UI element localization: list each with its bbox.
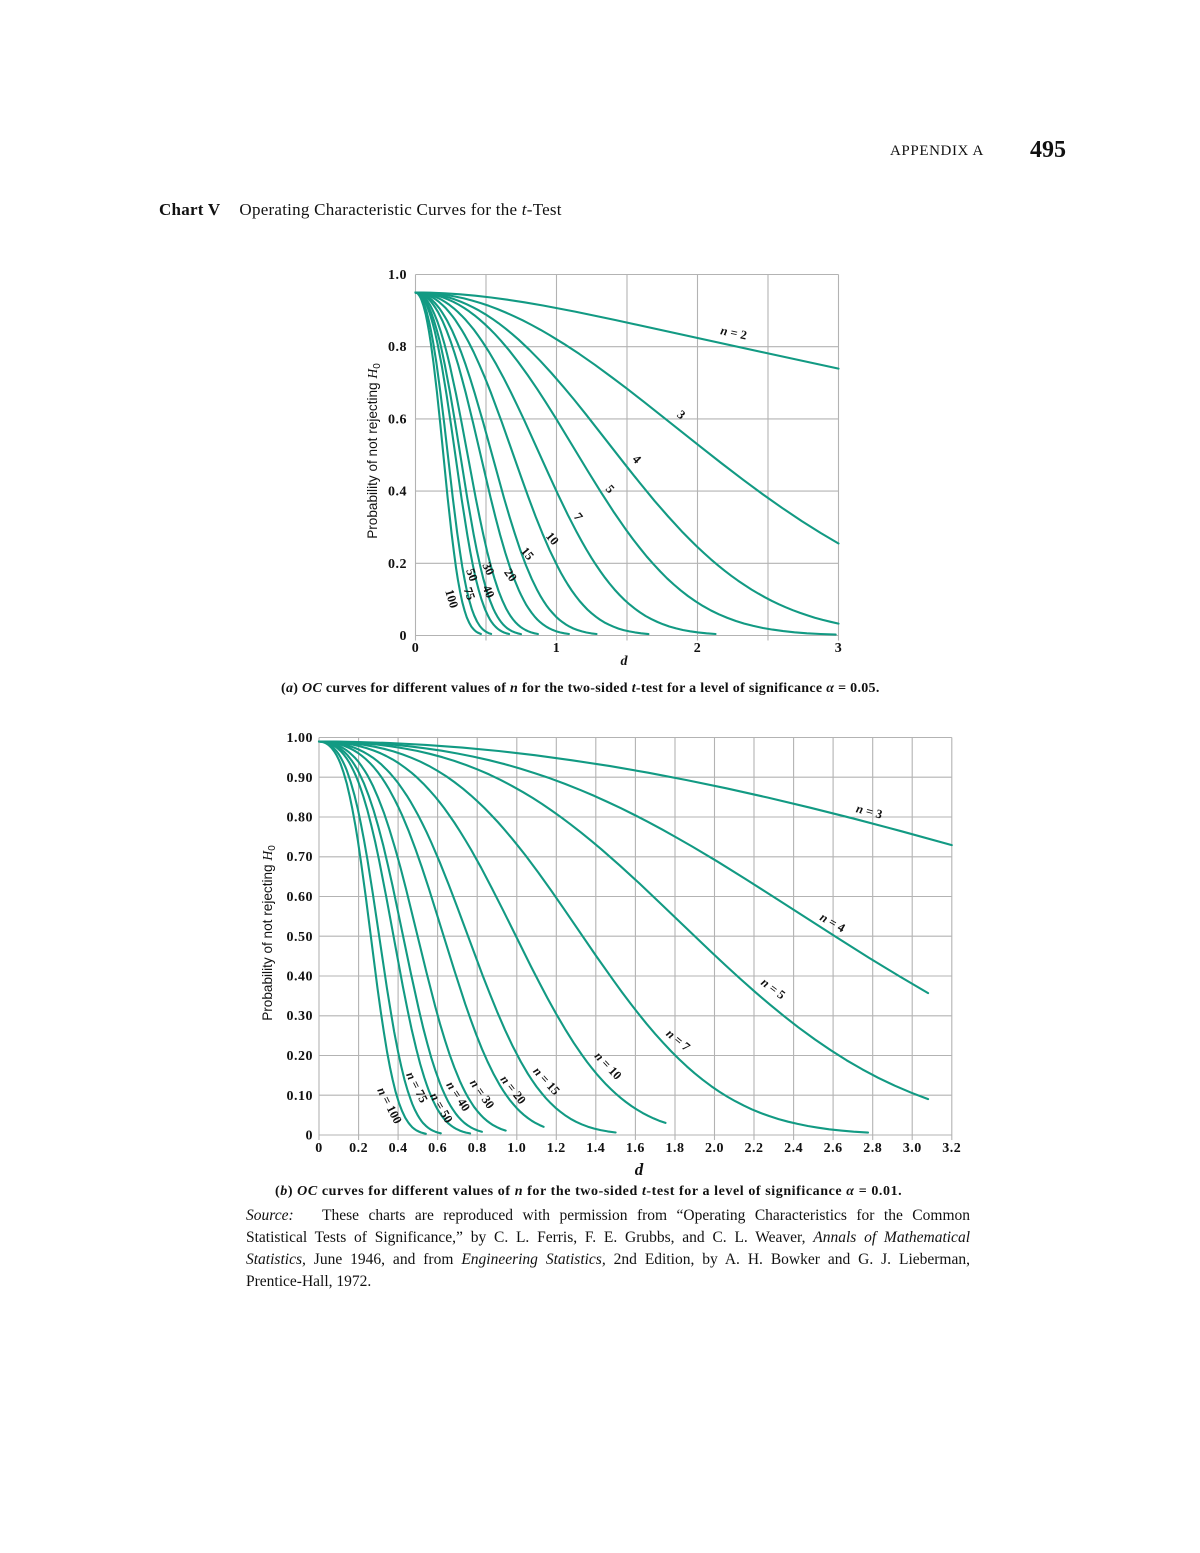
svg-text:100: 100	[442, 588, 461, 610]
svg-text:0: 0	[412, 641, 420, 656]
svg-text:2: 2	[694, 641, 702, 656]
svg-text:3: 3	[835, 641, 843, 656]
svg-text:3.2: 3.2	[942, 1141, 961, 1156]
svg-text:n = 15: n = 15	[530, 1064, 562, 1098]
svg-text:2.6: 2.6	[824, 1141, 843, 1156]
svg-text:1.2: 1.2	[547, 1141, 566, 1156]
svg-text:1.8: 1.8	[666, 1141, 685, 1156]
svg-text:1.0: 1.0	[507, 1141, 526, 1156]
svg-text:0.30: 0.30	[287, 1009, 314, 1024]
svg-text:75: 75	[461, 585, 478, 602]
svg-text:0.20: 0.20	[287, 1049, 314, 1064]
svg-text:0.10: 0.10	[287, 1089, 314, 1104]
svg-text:1: 1	[553, 641, 561, 656]
svg-text:0.2: 0.2	[349, 1141, 368, 1156]
svg-text:20: 20	[501, 566, 520, 584]
svg-text:30: 30	[479, 560, 497, 577]
svg-text:0.2: 0.2	[388, 557, 407, 572]
svg-text:3.0: 3.0	[903, 1141, 922, 1156]
svg-text:15: 15	[518, 544, 537, 563]
svg-text:0.50: 0.50	[287, 930, 314, 945]
svg-text:1.4: 1.4	[586, 1141, 605, 1156]
svg-text:n = 7: n = 7	[664, 1026, 693, 1054]
svg-text:0.4: 0.4	[389, 1141, 408, 1156]
svg-text:10: 10	[543, 529, 562, 548]
svg-text:0.80: 0.80	[287, 811, 314, 826]
svg-text:d: d	[621, 654, 629, 669]
svg-text:0: 0	[306, 1129, 314, 1144]
svg-text:7: 7	[571, 510, 586, 524]
svg-text:0: 0	[400, 629, 408, 644]
svg-text:0.60: 0.60	[287, 890, 314, 905]
svg-text:0: 0	[315, 1141, 323, 1156]
svg-text:0.6: 0.6	[388, 412, 407, 427]
svg-text:2.2: 2.2	[745, 1141, 764, 1156]
svg-text:n = 10: n = 10	[592, 1049, 625, 1083]
svg-text:d: d	[635, 1160, 644, 1179]
svg-text:50: 50	[463, 567, 480, 584]
svg-text:0.8: 0.8	[468, 1141, 487, 1156]
svg-text:0.90: 0.90	[287, 771, 314, 786]
svg-text:2.0: 2.0	[705, 1141, 724, 1156]
svg-text:5: 5	[603, 482, 618, 496]
svg-text:0.40: 0.40	[287, 970, 314, 985]
svg-text:n = 3: n = 3	[855, 801, 884, 821]
svg-text:Probability of not rejecting H: Probability of not rejecting H0	[260, 845, 278, 1021]
svg-text:0.6: 0.6	[428, 1141, 447, 1156]
svg-text:Probability of not rejecting H: Probability of not rejecting H0	[365, 363, 383, 539]
svg-text:0.4: 0.4	[388, 485, 407, 500]
svg-text:n = 2: n = 2	[719, 323, 748, 342]
svg-text:4: 4	[630, 452, 645, 467]
svg-text:0.8: 0.8	[388, 340, 407, 355]
svg-text:0.70: 0.70	[287, 850, 314, 865]
svg-text:1.0: 1.0	[388, 268, 407, 283]
svg-text:1.6: 1.6	[626, 1141, 645, 1156]
svg-text:3: 3	[674, 407, 688, 422]
svg-text:40: 40	[480, 583, 498, 600]
svg-text:2.8: 2.8	[863, 1141, 882, 1156]
svg-text:1.00: 1.00	[287, 731, 314, 746]
svg-text:2.4: 2.4	[784, 1141, 803, 1156]
